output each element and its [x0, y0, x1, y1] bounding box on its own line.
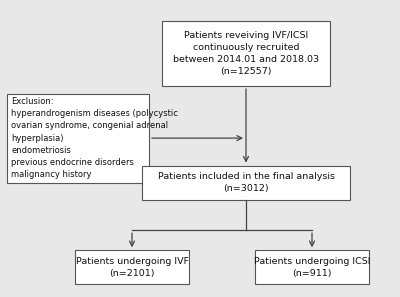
Text: Patients undergoing ICSI
(n=911): Patients undergoing ICSI (n=911) — [254, 257, 370, 278]
FancyBboxPatch shape — [142, 166, 350, 200]
Text: Patients undergoing IVF
(n=2101): Patients undergoing IVF (n=2101) — [76, 257, 188, 278]
Text: Patients included in the final analysis
(n=3012): Patients included in the final analysis … — [158, 172, 334, 193]
Text: Exclusion:
hyperandrogenism diseases (polycystic
ovarian syndrome, congenial adr: Exclusion: hyperandrogenism diseases (po… — [11, 97, 178, 179]
FancyBboxPatch shape — [7, 94, 149, 183]
FancyBboxPatch shape — [162, 21, 330, 86]
FancyBboxPatch shape — [255, 250, 369, 285]
FancyBboxPatch shape — [75, 250, 189, 285]
Text: Patients reveiving IVF/ICSI
continuously recruited
between 2014.01 and 2018.03
(: Patients reveiving IVF/ICSI continuously… — [173, 31, 319, 76]
